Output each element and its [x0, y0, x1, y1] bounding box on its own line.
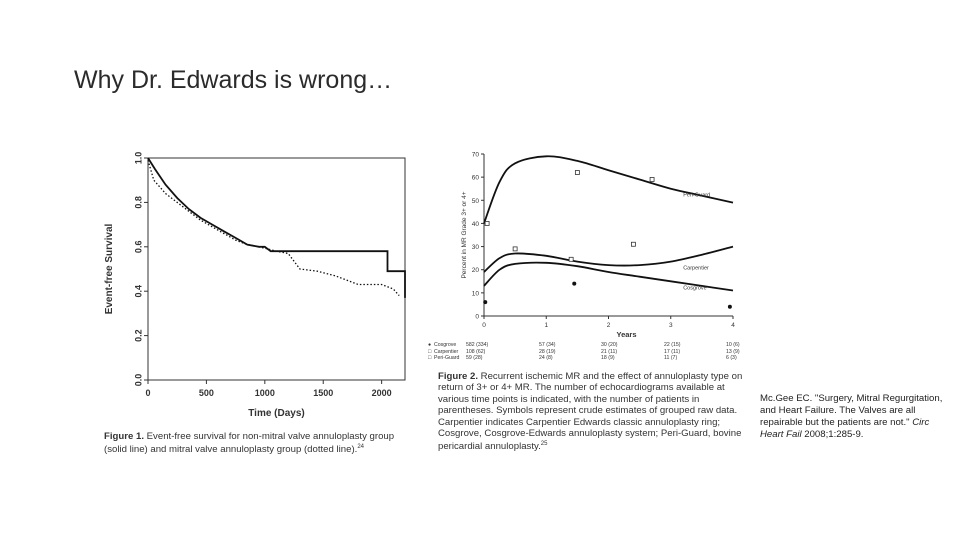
table-row-label: Carpentier	[434, 348, 459, 355]
x-axis-label: Years	[616, 330, 636, 339]
x-tick-label: 2000	[372, 388, 392, 398]
x-tick-label: 2	[607, 322, 611, 329]
table-cell: 30 (20)	[601, 342, 618, 348]
y-tick-label: 0.0	[133, 374, 143, 387]
citation-year: 2008;1:285-9.	[804, 429, 864, 440]
x-tick-label: 1000	[255, 388, 275, 398]
table-cell: 582 (334)	[466, 342, 489, 348]
figure-2-caption-label: Figure 2.	[438, 371, 478, 382]
table-cell: 18 (9)	[601, 355, 615, 361]
y-tick-label: 0.4	[133, 285, 143, 298]
table-row-marker: ●	[428, 342, 432, 348]
figure-1-caption-ref: 24	[357, 444, 364, 451]
series-label-carpentier: Carpentier	[683, 266, 709, 272]
x-tick-label: 4	[731, 322, 735, 329]
x-tick-label: 500	[199, 388, 214, 398]
slide-title: Why Dr. Edwards is wrong…	[74, 66, 393, 94]
data-point-peri-guard	[484, 221, 490, 226]
curve-cosgrove	[483, 261, 734, 292]
curve-peri-guard	[483, 155, 734, 224]
table-cell: 57 (34)	[539, 342, 556, 348]
data-point-cosgrove	[572, 281, 577, 286]
figure-2-caption: Figure 2. Recurrent ischemic MR and the …	[438, 371, 743, 453]
plot-frame	[147, 157, 406, 381]
y-tick-label: 20	[472, 267, 480, 274]
series-label-cosgrove: Cosgrove	[683, 285, 707, 291]
data-point-carpentier	[630, 241, 636, 247]
table-cell: 28 (19)	[539, 348, 556, 355]
table-row-marker: □	[428, 348, 432, 355]
y-tick-label: 30	[472, 244, 480, 251]
table-row-marker: □	[428, 355, 432, 361]
y-tick-label: 10	[472, 290, 480, 297]
x-tick-label: 3	[669, 322, 673, 329]
data-point-cosgrove	[483, 300, 488, 305]
citation: Mc.Gee EC. "Surgery, Mitral Regurgitatio…	[760, 393, 952, 441]
table-cell: 17 (11)	[664, 348, 681, 355]
y-tick-label: 0.6	[133, 241, 143, 254]
y-tick-label: 40	[472, 221, 480, 228]
table-row-label: Peri-Guard	[434, 355, 460, 361]
x-axis-label: Time (Days)	[248, 408, 305, 419]
data-point-peri-guard	[649, 177, 655, 182]
data-point-peri-guard	[574, 170, 580, 175]
y-tick-label: 70	[472, 152, 480, 159]
table-cell: 10 (6)	[726, 342, 740, 348]
x-tick-label: 0	[145, 388, 150, 398]
x-tick-label: 0	[482, 322, 486, 329]
survival-line-dotted	[147, 160, 400, 297]
table-cell: 24 (8)	[539, 355, 553, 361]
x-tick-label: 1500	[313, 388, 333, 398]
series-label-peri-guard: Peri-Guard	[683, 193, 710, 199]
y-axis-label: Percent in MR Grade 3+ or 4+	[461, 191, 468, 278]
y-tick-label: 1.0	[133, 152, 143, 165]
table-cell: 59 (28)	[466, 355, 483, 361]
figure-2: 0 10 20 30 40 50 60 70 0 1 2 3 4 Years Percent in MR G…	[456, 148, 756, 343]
figure-2-chart: 0 10 20 30 40 50 60 70 0 1 2 3 4 Years Percent in MR G…	[461, 152, 735, 340]
table-cell: 22 (15)	[664, 342, 681, 348]
curve-carpentier	[483, 245, 734, 273]
survival-line-solid	[147, 157, 406, 298]
figure-1-caption-label: Figure 1.	[104, 431, 144, 442]
y-tick-label: 0	[475, 314, 479, 321]
y-tick-label: 50	[472, 198, 480, 205]
table-row-label: Cosgrove	[434, 342, 457, 348]
figure-2-caption-ref: 25	[540, 441, 548, 448]
table-cell: 6 (3)	[726, 355, 737, 361]
table-cell: 11 (7)	[664, 355, 678, 361]
y-tick-label: 0.2	[133, 329, 143, 342]
x-tick-label: 1	[544, 322, 548, 329]
y-tick-label: 0.8	[133, 196, 143, 209]
data-point-carpentier	[568, 256, 574, 262]
data-point-cosgrove	[727, 304, 732, 309]
figure-1: 0 500 1000 1500 2000 0.0 0.2 0.4 0.6 0.8 1.0 Time (…	[100, 148, 410, 438]
figure-1-caption-text: Event-free survival for non-mitral valve…	[104, 431, 395, 456]
table-cell: 13 (9)	[726, 348, 740, 355]
table-cell: 21 (11)	[601, 348, 618, 355]
figure-1-caption: Figure 1. Event-free survival for non-mi…	[104, 431, 414, 456]
citation-text: Mc.Gee EC. "Surgery, Mitral Regurgitatio…	[760, 393, 943, 428]
data-point-carpentier	[512, 246, 518, 252]
y-axis-label: Event-free Survival	[104, 223, 115, 314]
citation-journal: Circ Heart Fail	[760, 417, 930, 440]
y-tick-label: 60	[472, 175, 480, 182]
table-cell: 108 (62)	[466, 348, 486, 355]
figure-1-chart: 0 500 1000 1500 2000 0.0 0.2 0.4 0.6 0.8 1.0 Time (…	[104, 152, 406, 419]
figure-2-caption-text: Recurrent ischemic MR and the effect of …	[438, 371, 743, 453]
